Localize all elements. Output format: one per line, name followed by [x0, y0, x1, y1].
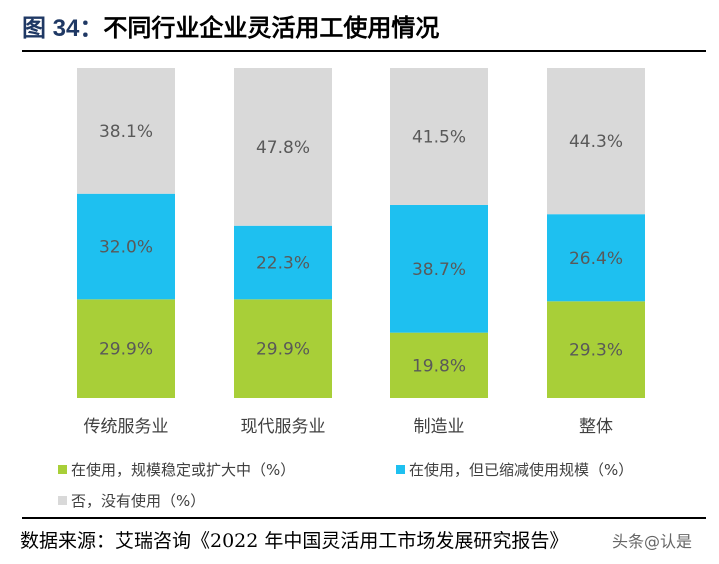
data-label: 41.5%	[412, 127, 466, 147]
watermark: 头条@认是	[612, 532, 693, 551]
category-label: 现代服务业	[241, 417, 326, 437]
top-rule	[22, 50, 706, 52]
bar-segment	[547, 68, 645, 215]
data-label: 26.4%	[569, 249, 623, 269]
bar-segment	[77, 68, 175, 194]
figure-title: 图 34：不同行业企业灵活用工使用情况	[22, 8, 439, 43]
data-label: 19.8%	[412, 356, 466, 376]
data-label: 44.3%	[569, 132, 623, 152]
source-note: 数据来源：艾瑞咨询《2022 年中国灵活用工市场发展研究报告》	[20, 530, 569, 552]
data-label: 29.3%	[569, 341, 623, 361]
bar-segment	[390, 204, 488, 333]
bar-segment	[547, 214, 645, 302]
category-label: 整体	[579, 417, 613, 437]
bar-segment	[390, 332, 488, 398]
legend-item-1: 在使用，但已缩减使用规模（%）	[396, 459, 633, 480]
legend-swatch	[58, 465, 67, 474]
legend-label: 在使用，但已缩减使用规模（%）	[409, 461, 634, 479]
category-label: 传统服务业	[84, 417, 169, 437]
data-label: 38.7%	[412, 260, 466, 280]
bar-segment	[390, 68, 488, 205]
figure-number: 图 34：	[22, 15, 104, 42]
data-label: 29.9%	[256, 340, 310, 360]
bar-segment	[234, 299, 332, 398]
legend-item-2: 否，没有使用（%）	[58, 490, 205, 511]
bar-segment	[77, 193, 175, 300]
figure-title-text: 不同行业企业灵活用工使用情况	[103, 13, 440, 42]
bar-segment	[547, 301, 645, 398]
bar-segment	[234, 225, 332, 300]
legend-swatch	[396, 465, 405, 474]
legend-swatch	[58, 496, 67, 505]
data-label: 47.8%	[256, 138, 310, 158]
bar-segment	[77, 299, 175, 398]
category-label: 制造业	[414, 417, 465, 437]
bottom-rule	[22, 517, 706, 519]
data-label: 38.1%	[99, 122, 153, 142]
data-label: 32.0%	[99, 238, 153, 258]
data-label: 22.3%	[256, 254, 310, 274]
legend-label: 否，没有使用（%）	[71, 492, 206, 510]
data-label: 29.9%	[99, 340, 153, 360]
legend-label: 在使用，规模稳定或扩大中（%）	[71, 461, 296, 479]
stacked-bar-chart: 29.9% 32.0% 38.1% 传统服务业 29.9% 22.3% 47.8% 现代服务业…	[77, 68, 645, 437]
bar-segment	[234, 68, 332, 226]
legend-item-0: 在使用，规模稳定或扩大中（%）	[58, 459, 295, 480]
